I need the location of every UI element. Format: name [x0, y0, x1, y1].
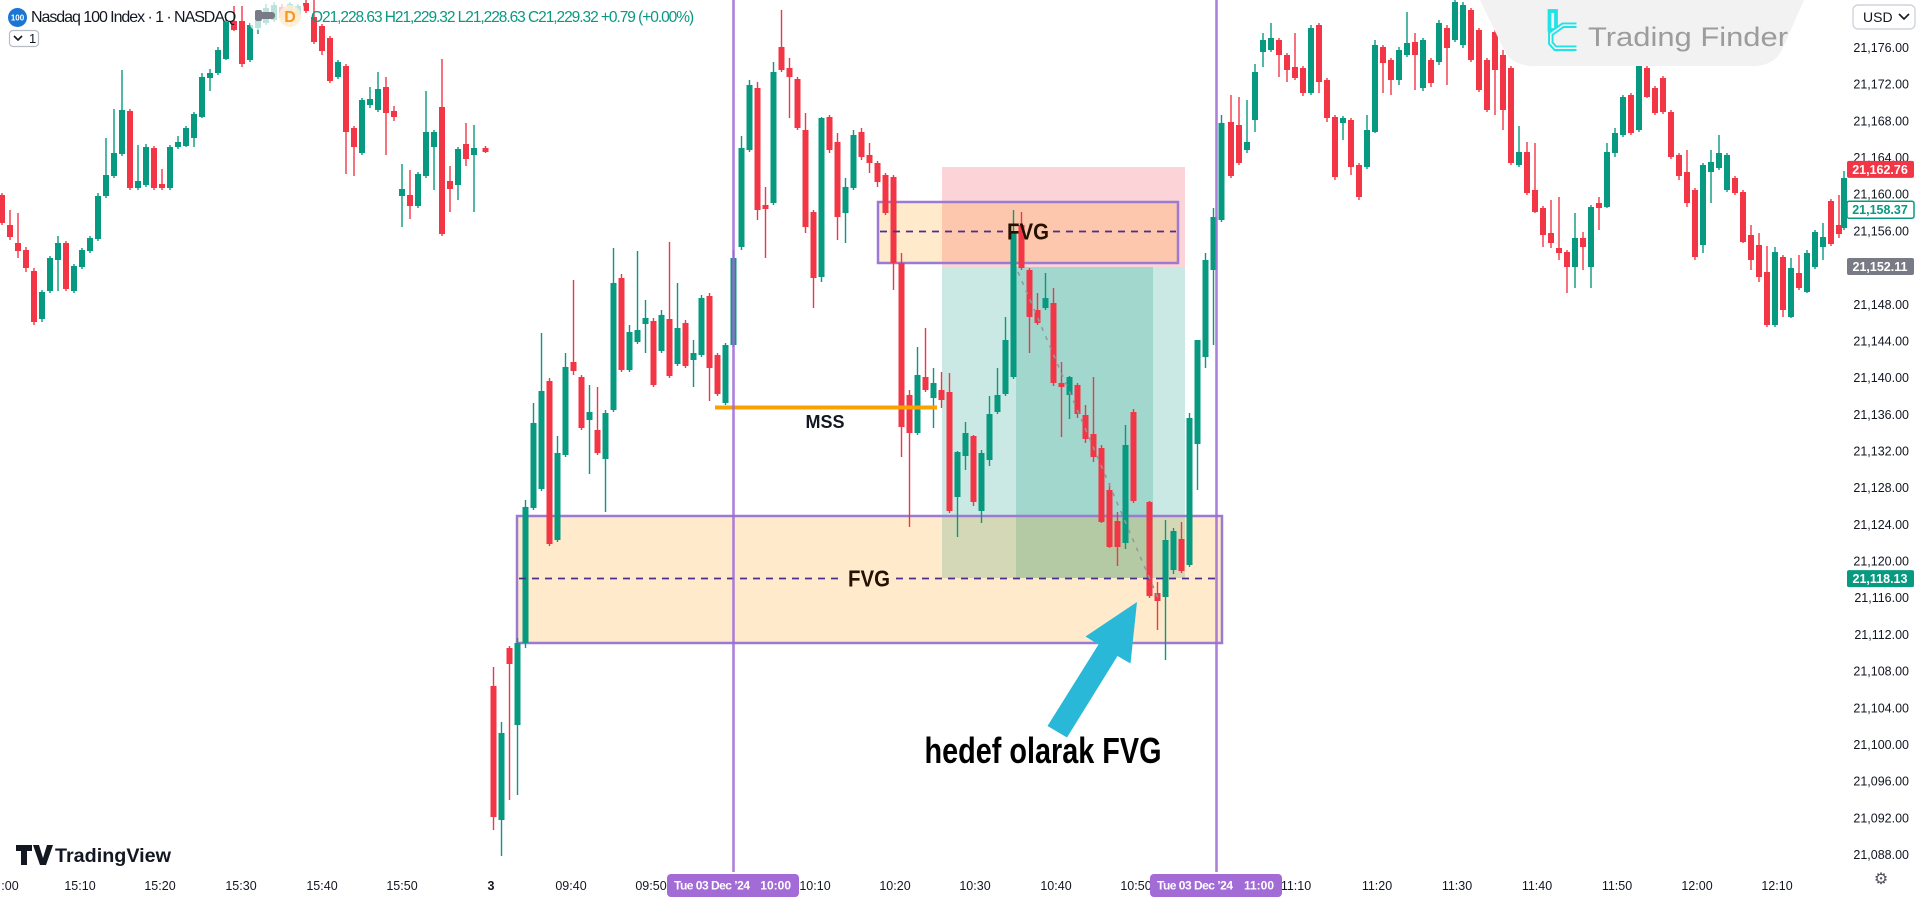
- svg-text:21,088.00: 21,088.00: [1853, 848, 1909, 862]
- svg-text:11:40: 11:40: [1522, 879, 1552, 893]
- svg-text:FVG: FVG: [848, 566, 890, 592]
- svg-text:21,112.00: 21,112.00: [1854, 628, 1909, 642]
- svg-text:21,176.00: 21,176.00: [1853, 41, 1909, 55]
- svg-text:D: D: [284, 9, 296, 26]
- svg-text:21,136.00: 21,136.00: [1853, 408, 1909, 422]
- svg-text:Tue 03 Dec ’24: Tue 03 Dec ’24: [1157, 879, 1233, 893]
- svg-text:11:30: 11:30: [1442, 879, 1472, 893]
- svg-text:21,168.00: 21,168.00: [1853, 114, 1909, 128]
- svg-text:Nasdaq 100 Index · 1 · NASDAQ: Nasdaq 100 Index · 1 · NASDAQ: [31, 9, 236, 26]
- svg-text:11:50: 11:50: [1602, 879, 1632, 893]
- svg-text:21,172.00: 21,172.00: [1853, 78, 1909, 92]
- svg-text:21,140.00: 21,140.00: [1853, 371, 1909, 385]
- svg-text:21,100.00: 21,100.00: [1853, 738, 1909, 752]
- svg-text:FVG: FVG: [1007, 219, 1049, 245]
- svg-text:21,144.00: 21,144.00: [1853, 335, 1909, 349]
- svg-text:15:30: 15:30: [225, 879, 256, 893]
- svg-text:21,096.00: 21,096.00: [1853, 775, 1909, 789]
- svg-text:21,148.00: 21,148.00: [1853, 298, 1909, 312]
- svg-text:10:30: 10:30: [959, 879, 990, 893]
- svg-text:10:00: 10:00: [760, 879, 791, 893]
- svg-text:12:00: 12:00: [1681, 879, 1712, 893]
- svg-text:10:50: 10:50: [1120, 879, 1151, 893]
- svg-text:09:50: 09:50: [635, 879, 666, 893]
- svg-text:21,128.00: 21,128.00: [1853, 481, 1909, 495]
- svg-text:11:10: 11:10: [1281, 879, 1311, 893]
- svg-text:10:40: 10:40: [1040, 879, 1071, 893]
- svg-text:USD: USD: [1863, 9, 1893, 25]
- svg-text::00: :00: [1, 879, 18, 893]
- svg-text:21,156.00: 21,156.00: [1853, 224, 1909, 238]
- svg-text:21,108.00: 21,108.00: [1853, 665, 1909, 679]
- svg-text:11:20: 11:20: [1362, 879, 1392, 893]
- svg-text:21,116.00: 21,116.00: [1854, 591, 1909, 605]
- svg-text:10:20: 10:20: [879, 879, 910, 893]
- svg-text:21,120.00: 21,120.00: [1853, 555, 1909, 569]
- svg-text:1: 1: [29, 31, 36, 46]
- svg-text:21,124.00: 21,124.00: [1853, 518, 1909, 532]
- svg-text:21,162.76: 21,162.76: [1852, 163, 1908, 177]
- svg-text:21,152.11: 21,152.11: [1853, 260, 1908, 274]
- svg-text:21,118.13: 21,118.13: [1853, 572, 1908, 586]
- svg-text:O21,228.63 H21,229.32 L21,228.: O21,228.63 H21,229.32 L21,228.63 C21,229…: [311, 9, 694, 26]
- svg-text:15:10: 15:10: [64, 879, 95, 893]
- svg-text:15:50: 15:50: [386, 879, 417, 893]
- svg-text:Trading Finder: Trading Finder: [1588, 22, 1788, 52]
- svg-text:⚙: ⚙: [1874, 871, 1888, 888]
- svg-text:hedef olarak FVG: hedef olarak FVG: [925, 730, 1162, 771]
- svg-text:11:00: 11:00: [1244, 879, 1274, 893]
- svg-text:MSS: MSS: [805, 412, 844, 432]
- svg-text:15:20: 15:20: [144, 879, 175, 893]
- svg-text:3: 3: [488, 879, 495, 893]
- svg-text:Tue 03 Dec ’24: Tue 03 Dec ’24: [674, 879, 750, 893]
- svg-text:21,104.00: 21,104.00: [1853, 701, 1909, 715]
- svg-text:09:40: 09:40: [555, 879, 586, 893]
- svg-text:TradingView: TradingView: [55, 846, 171, 867]
- svg-text:21,160.00: 21,160.00: [1853, 188, 1909, 202]
- svg-text:12:10: 12:10: [1761, 879, 1792, 893]
- svg-text:21,132.00: 21,132.00: [1853, 445, 1909, 459]
- svg-text:15:40: 15:40: [306, 879, 337, 893]
- svg-text:21,092.00: 21,092.00: [1853, 811, 1909, 825]
- svg-text:10:10: 10:10: [799, 879, 830, 893]
- svg-text:21,158.37: 21,158.37: [1852, 203, 1908, 217]
- svg-text:100: 100: [11, 14, 25, 23]
